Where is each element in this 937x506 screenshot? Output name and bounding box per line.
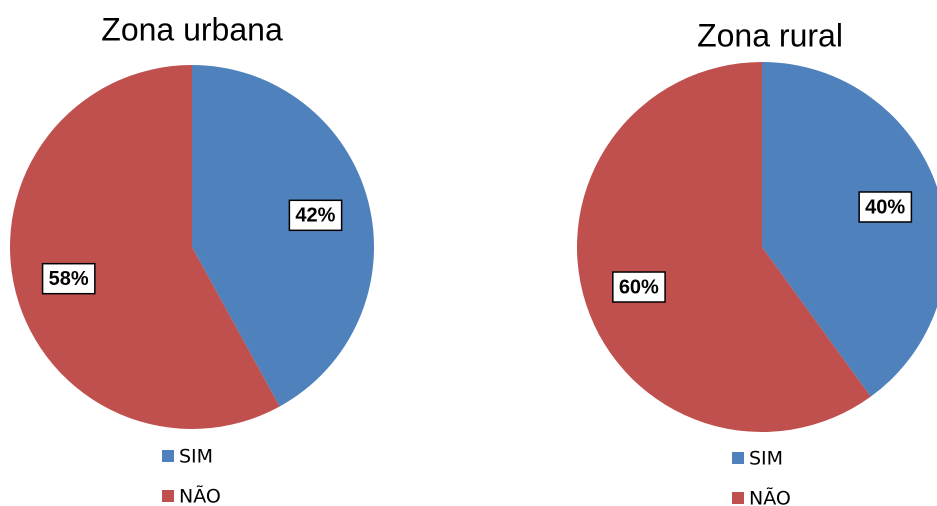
legend-swatch [732,452,744,464]
data-label: 58% [41,262,96,295]
data-label: 60% [612,271,666,303]
data-label-box [858,191,913,223]
data-label-text: 42% [295,205,335,227]
pie-slice [10,65,280,429]
pie-slice [577,62,871,433]
legend-label: SIM [749,448,783,470]
chart-title: Zona urbana [101,11,283,47]
data-label-box [41,262,96,295]
pie-slice [192,65,375,407]
chart-title: Zona rural [697,17,843,53]
data-label-box [288,199,343,232]
data-label-box [612,271,666,303]
data-label: 42% [288,199,343,232]
data-label-text: 60% [619,276,659,298]
legend-swatch [162,450,174,462]
legend-label: NÃO [749,487,791,506]
data-label-text: 40% [865,196,905,218]
legend-label: SIM [179,446,213,468]
legend-swatch [732,492,744,504]
data-label-text: 58% [49,268,89,290]
data-label: 40% [858,191,913,223]
legend-label: NÃO [179,485,221,506]
pie-slice [762,62,937,397]
legend-swatch [162,490,174,502]
